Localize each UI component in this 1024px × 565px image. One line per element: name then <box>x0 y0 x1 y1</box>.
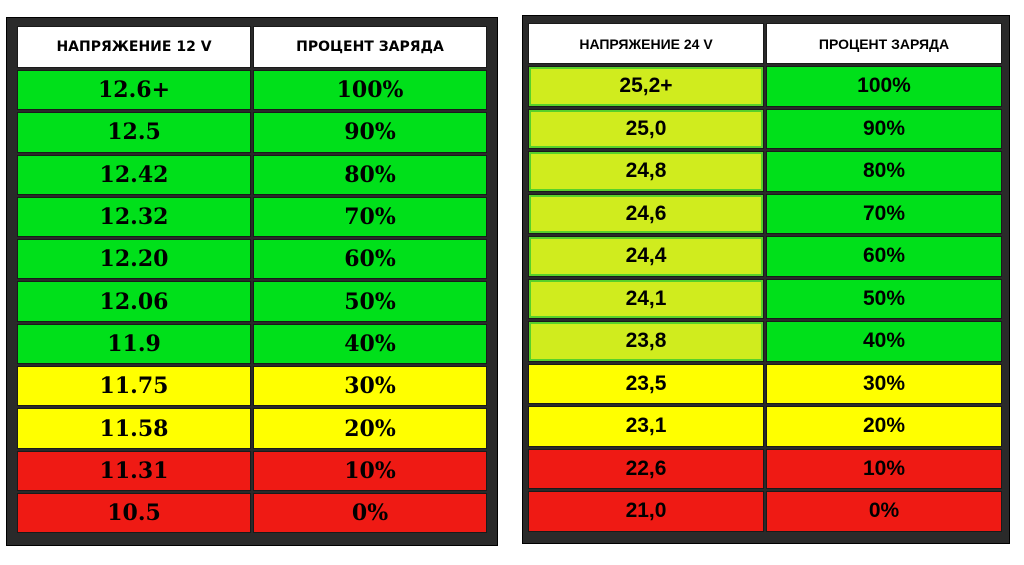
table-row: 23,8 40% <box>527 320 1005 363</box>
table-row: 10.5 0% <box>16 492 491 534</box>
voltage-cell: 12.42 <box>17 154 251 195</box>
table-24v-body: 25,2+ 100% 25,0 90% 24,8 80% 24,6 70% 24… <box>527 65 1005 533</box>
charge-cell: 30% <box>766 363 1002 404</box>
voltage-cell: 23,1 <box>528 406 764 447</box>
charge-cell: 60% <box>253 239 487 280</box>
table-12v-body: 12.6+ 100% 12.5 90% 12.42 80% 12.32 70% … <box>16 69 491 534</box>
voltage-cell: 12.6+ <box>17 70 251 111</box>
charge-cell: 40% <box>766 321 1002 362</box>
voltage-cell: 21,0 <box>528 491 764 532</box>
charge-cell: 0% <box>253 492 487 534</box>
table-12v: НАПРЯЖЕНИЕ 12 V ПРОЦЕНТ ЗАРЯДА 12.6+ 100… <box>6 17 498 546</box>
charge-cell: 70% <box>766 193 1002 234</box>
table-row: 24,6 70% <box>527 193 1005 236</box>
table-row: 24,4 60% <box>527 235 1005 278</box>
voltage-cell: 23,5 <box>528 363 764 404</box>
voltage-cell: 24,1 <box>528 278 764 319</box>
header-voltage-24v: НАПРЯЖЕНИЕ 24 V <box>528 23 764 64</box>
voltage-cell: 24,4 <box>528 236 764 277</box>
table-row: 25,2+ 100% <box>527 65 1005 108</box>
header-charge-24v: ПРОЦЕНТ ЗАРЯДА <box>766 23 1002 64</box>
table-row: 12.32 70% <box>16 196 491 238</box>
charge-cell: 10% <box>253 450 487 491</box>
table-row: 21,0 0% <box>527 490 1005 533</box>
charge-cell: 30% <box>253 366 487 407</box>
voltage-cell: 12.20 <box>17 239 251 280</box>
table-row: 23,5 30% <box>527 363 1005 406</box>
table-24v: НАПРЯЖЕНИЕ 24 V ПРОЦЕНТ ЗАРЯДА 25,2+ 100… <box>522 15 1010 544</box>
table-row: 12.6+ 100% <box>16 69 491 111</box>
charge-cell: 90% <box>766 108 1002 149</box>
table-row: 12.06 50% <box>16 280 491 322</box>
charge-cell: 80% <box>253 154 487 195</box>
voltage-cell: 25,2+ <box>528 66 764 107</box>
charge-cell: 40% <box>253 323 487 365</box>
voltage-cell: 12.5 <box>17 112 251 153</box>
charge-cell: 50% <box>253 281 487 322</box>
voltage-cell: 12.32 <box>17 196 251 238</box>
table-row: 22,6 10% <box>527 448 1005 491</box>
table-row: 11.31 10% <box>16 450 491 492</box>
header-charge-12v: ПРОЦЕНТ ЗАРЯДА <box>253 26 487 68</box>
table-row: 11.75 30% <box>16 365 491 407</box>
voltage-cell: 11.58 <box>17 408 251 449</box>
table-row: 25,0 90% <box>527 108 1005 151</box>
table-row: 11.58 20% <box>16 407 491 449</box>
voltage-cell: 22,6 <box>528 448 764 489</box>
charge-cell: 10% <box>766 448 1002 489</box>
header-voltage-12v: НАПРЯЖЕНИЕ 12 V <box>17 26 251 68</box>
table-row: 12.42 80% <box>16 154 491 196</box>
voltage-cell: 11.31 <box>17 450 251 491</box>
charge-cell: 70% <box>253 196 487 238</box>
table-row: 23,1 20% <box>527 405 1005 448</box>
table-row: 12.20 60% <box>16 238 491 280</box>
charge-cell: 50% <box>766 278 1002 319</box>
table-row: 12.5 90% <box>16 111 491 153</box>
voltage-cell: 12.06 <box>17 281 251 322</box>
voltage-cell: 11.9 <box>17 323 251 365</box>
charge-cell: 100% <box>766 66 1002 107</box>
voltage-cell: 24,8 <box>528 151 764 192</box>
charge-cell: 20% <box>766 406 1002 447</box>
charge-cell: 90% <box>253 112 487 153</box>
table-row: 11.9 40% <box>16 323 491 365</box>
table-row: 24,8 80% <box>527 150 1005 193</box>
charge-cell: 80% <box>766 151 1002 192</box>
table-row: 24,1 50% <box>527 278 1005 321</box>
charge-cell: 0% <box>766 491 1002 532</box>
table-12v-header-row: НАПРЯЖЕНИЕ 12 V ПРОЦЕНТ ЗАРЯДА <box>16 25 491 69</box>
charge-cell: 60% <box>766 236 1002 277</box>
voltage-cell: 10.5 <box>17 492 251 534</box>
voltage-cell: 24,6 <box>528 193 764 234</box>
table-24v-header-row: НАПРЯЖЕНИЕ 24 V ПРОЦЕНТ ЗАРЯДА <box>527 22 1005 65</box>
charge-cell: 100% <box>253 70 487 111</box>
voltage-cell: 25,0 <box>528 108 764 149</box>
voltage-cell: 23,8 <box>528 321 764 362</box>
voltage-cell: 11.75 <box>17 366 251 407</box>
charge-cell: 20% <box>253 408 487 449</box>
